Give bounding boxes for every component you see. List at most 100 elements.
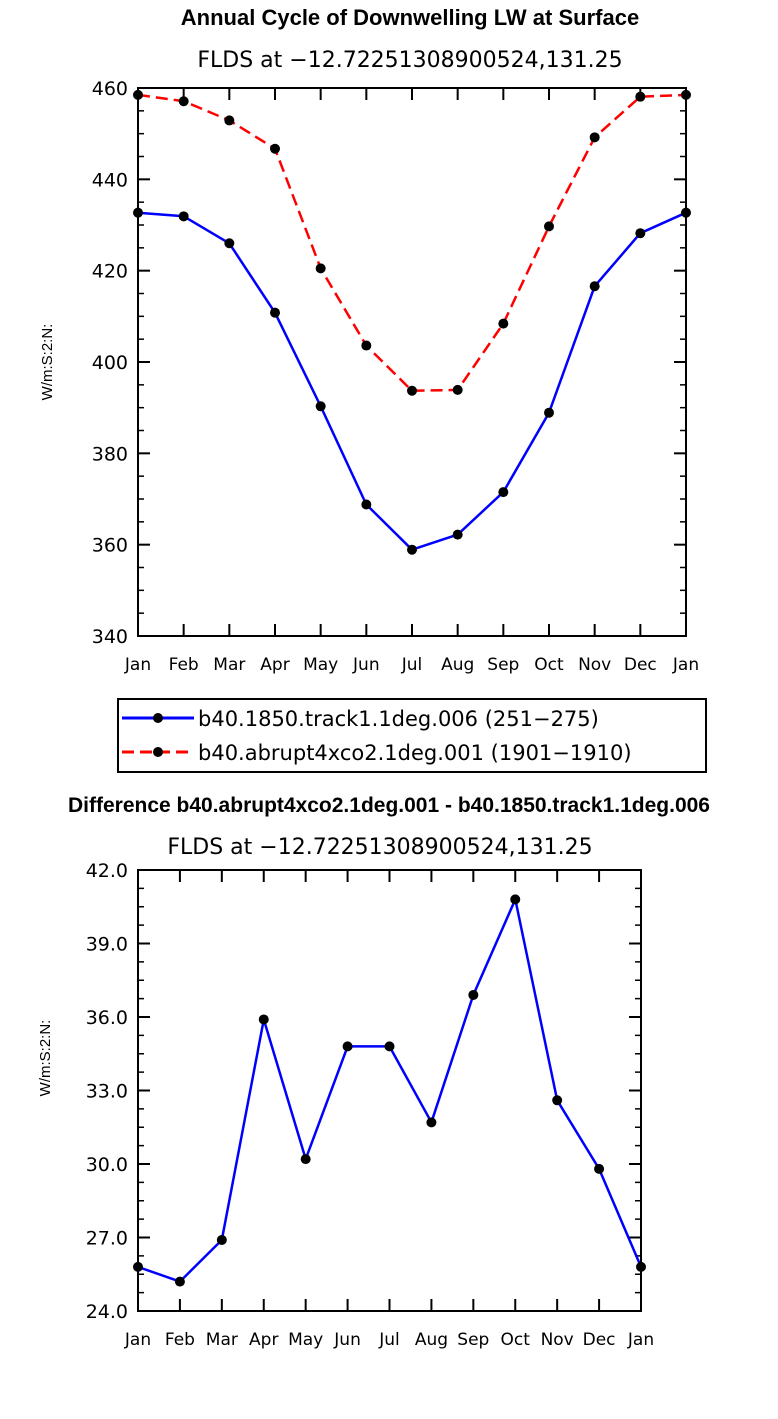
chart-2-x-tick-label: Feb [165,1330,195,1350]
chart-1-series-2-point [498,318,509,329]
chart-2-series-1-point [133,1261,143,1272]
chart-2-series-1-point [510,894,521,905]
chart-2-axes-frame [137,869,642,1312]
chart-2-y-tick-label: 39.0 [86,934,128,956]
chart-1-series-2-point [635,91,646,102]
legend-series-2-marker [153,747,163,757]
chart-1-series-2-point [270,143,280,154]
chart-2-plot-area: Jan Feb Mar Apr May Jun Jul Aug Sep Oct Nov Dec Jan 2… [86,860,654,1350]
chart-1-series-1-point [498,487,509,498]
chart-2-x-tick-label: Oct [501,1330,531,1350]
chart-2-x-tick-label: Jan [124,1330,151,1350]
chart-1: Annual Cycle of Downwelling LW at Surfac… [39,5,707,773]
chart-1-series-2-point [361,340,372,351]
chart-2: Difference b40.abrupt4xco2.1deg.001 - b4… [37,794,710,1350]
chart-1-x-tick-label: May [303,655,338,675]
chart-1-x-tick-label: Jan [672,655,699,675]
chart-1-series-2-line [137,93,687,393]
chart-1-series-2-point [407,385,417,396]
legend-series-1-marker [153,713,163,723]
chart-2-series-1-point [594,1163,605,1174]
chart-2-x-tick-label: Aug [415,1330,448,1350]
chart-1-series-1-point [589,281,600,292]
chart-2-series-1-point [174,1276,185,1287]
chart-1-series-1-point [224,238,235,249]
chart-2-series-1-point [468,989,479,1000]
chart-1-series-2-point [133,89,143,100]
chart-2-x-tick-label: Sep [457,1330,489,1350]
chart-1-x-tick-label: Jun [352,655,380,675]
chart-2-x-tick-label: May [288,1330,323,1350]
chart-2-y-tick-label: 30.0 [86,1154,128,1176]
chart-2-subtitle: FLDS at −12.72251308900524,131.25 [167,835,592,860]
chart-2-series-1-point [636,1261,646,1272]
legend-box [117,698,707,773]
chart-2-y-tick-label: 33.0 [86,1081,128,1103]
chart-2-y-tick-label: 27.0 [86,1228,128,1250]
chart-1-series-1-point [681,207,691,218]
chart-1-series-1-line [137,211,687,551]
chart-1-x-tick-label: Feb [169,655,199,675]
chart-1-series-2-point [681,89,691,100]
chart-2-x-tick-label: Nov [541,1330,574,1350]
chart-2-x-tick-label: Jan [627,1330,654,1350]
chart-1-x-tick-label: Jan [124,655,151,675]
chart-1-y-tick-label: 400 [92,352,128,374]
chart-1-series-2-point [315,263,326,274]
chart-1-series-1-point [452,529,463,540]
chart-2-x-tick-label: Dec [583,1330,616,1350]
chart-1-x-tick-label: Nov [578,655,611,675]
chart-1-series-2-point [589,132,600,143]
chart-2-x-tick-label: Mar [206,1330,238,1350]
chart-1-series-2-point [452,384,463,395]
chart-1-plot-area: Jan Feb Mar Apr May Jun Jul Aug Sep Oct Nov Dec Jan 3… [92,78,699,675]
chart-1-series-2-point [224,115,235,126]
chart-2-y-tick-label: 24.0 [86,1301,128,1323]
chart-1-series-1-point [178,211,189,222]
chart-2-y-tick-label: 36.0 [86,1007,128,1029]
chart-1-y-tick-label: 340 [92,626,128,648]
chart-1-legend: b40.1850.track1.1deg.006 (251−275) b40.a… [117,698,707,773]
chart-1-series-1-point [270,307,280,318]
chart-1-y-tick-label: 380 [92,443,128,465]
chart-2-y-axis-label: W/m:S:2:N: [37,1020,54,1097]
chart-2-title: Difference b40.abrupt4xco2.1deg.001 - b4… [68,794,710,817]
chart-2-y-tick-label: 42.0 [86,860,128,882]
chart-1-x-tick-label: Apr [260,655,289,675]
chart-2-series-1-point [384,1041,395,1052]
chart-1-x-tick-label: Aug [441,655,474,675]
chart-1-series-2-point [178,96,189,107]
chart-1-series-1-point [407,544,417,555]
chart-2-series-1-point [552,1095,563,1106]
chart-1-x-tick-label: Oct [534,655,564,675]
chart-2-x-tick-label: Jul [378,1330,400,1350]
chart-1-y-axis-label: W/m:S:2:N: [39,324,56,401]
chart-2-series-1-line [137,898,643,1283]
chart-1-series-1-point [544,407,554,418]
legend-series-2-label: b40.abrupt4xco2.1deg.001 (1901−1910) [198,741,632,765]
chart-2-series-1-point [216,1234,227,1245]
chart-1-series-1-point [361,499,372,510]
chart-2-series-1-point [426,1117,437,1128]
chart-1-title: Annual Cycle of Downwelling LW at Surfac… [181,5,639,30]
chart-2-series-1-point [300,1154,311,1165]
chart-1-subtitle: FLDS at −12.72251308900524,131.25 [197,48,622,73]
chart-1-x-tick-label: Jul [401,655,423,675]
chart-1-series-1-point [133,207,143,218]
chart-1-x-tick-label: Mar [213,655,245,675]
chart-1-x-tick-label: Sep [487,655,519,675]
chart-2-series-1-point [258,1014,269,1025]
chart-1-series-1-point [635,228,646,239]
chart-1-y-tick-label: 360 [92,535,128,557]
chart-1-y-tick-label: 420 [92,261,128,283]
legend-series-1-label: b40.1850.track1.1deg.006 (251−275) [198,707,599,731]
chart-1-series-2-point [544,221,554,232]
chart-2-x-tick-label: Apr [249,1330,278,1350]
chart-1-x-tick-label: Dec [624,655,657,675]
chart-1-y-tick-label: 440 [92,169,128,191]
chart-2-series-1-point [342,1041,353,1052]
chart-2-x-tick-label: Jun [333,1330,361,1350]
chart-1-series-1-point [315,401,326,412]
chart-1-y-tick-label: 460 [92,78,128,100]
